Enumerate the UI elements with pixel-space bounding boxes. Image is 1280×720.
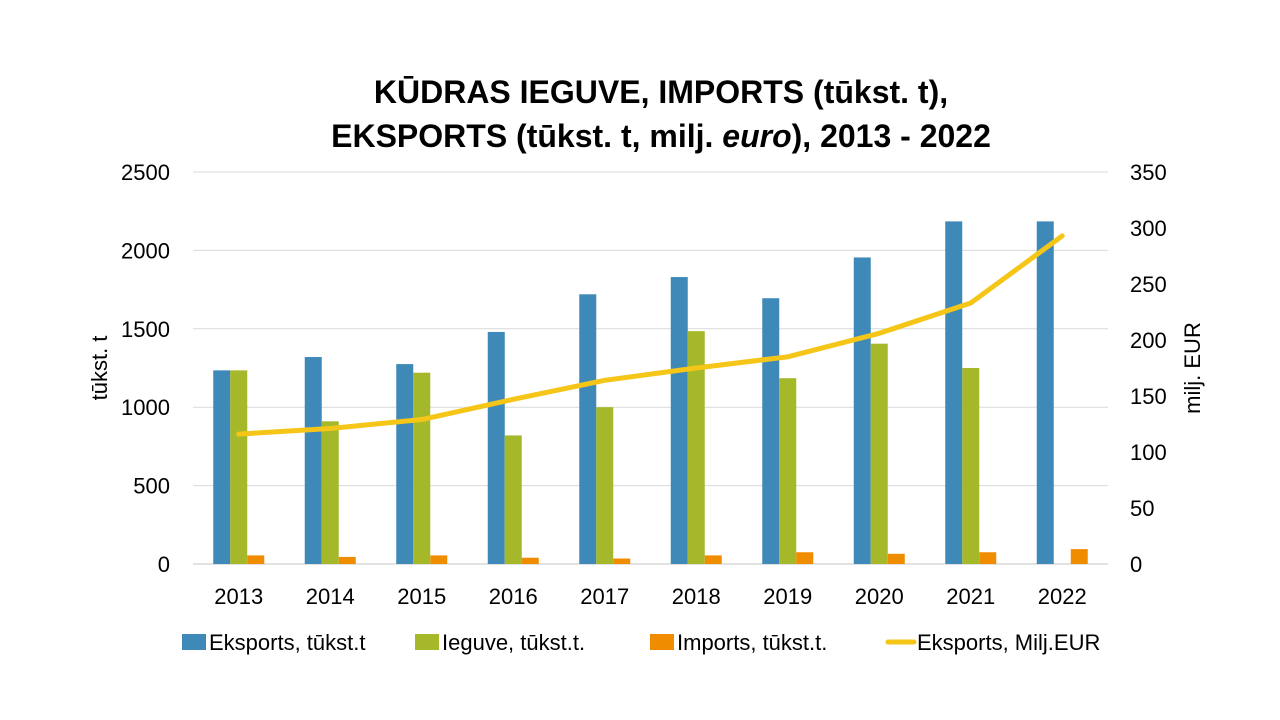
bar-imports xyxy=(430,555,448,564)
bar-ieguve xyxy=(413,372,431,564)
bar-ieguve xyxy=(962,368,980,564)
line-point xyxy=(695,367,697,369)
legend-label: Imports, tūkst.t. xyxy=(677,630,827,655)
bar-ieguve xyxy=(230,370,248,564)
x-tick-label: 2019 xyxy=(763,584,812,609)
y-axis-label-left: tūkst. t xyxy=(87,336,112,401)
bar-eksports-t xyxy=(853,257,871,564)
bar-eksports-t xyxy=(670,277,688,564)
x-tick-label: 2020 xyxy=(855,584,904,609)
bar-eksports-t xyxy=(213,370,231,564)
line-point xyxy=(604,379,606,381)
y-tick-label-left: 500 xyxy=(133,474,170,499)
line-point xyxy=(878,332,880,334)
legend-swatch xyxy=(415,634,439,650)
y-tick-label-right: 150 xyxy=(1130,384,1167,409)
left-axis-ticks: 0 500 1000 1500 2000 2500 xyxy=(121,160,170,577)
y-tick-label-right: 100 xyxy=(1130,440,1167,465)
line-point xyxy=(238,433,240,435)
y-tick-label-left: 2000 xyxy=(121,238,170,263)
y-axis-label-right: milj. EUR xyxy=(1180,322,1205,414)
y-tick-label-right: 350 xyxy=(1130,160,1167,185)
bar-ieguve xyxy=(596,407,614,564)
bar-imports xyxy=(1070,549,1088,564)
y-tick-label-right: 200 xyxy=(1130,328,1167,353)
bar-ieguve xyxy=(870,343,888,564)
x-tick-label: 2022 xyxy=(1038,584,1087,609)
y-tick-label-left: 1000 xyxy=(121,395,170,420)
y-tick-label-left: 1500 xyxy=(121,317,170,342)
chart-title-line-2-italic: euro xyxy=(722,118,791,154)
y-tick-label-right: 0 xyxy=(1130,552,1142,577)
line-point xyxy=(970,302,972,304)
bars xyxy=(213,221,1088,564)
bar-imports xyxy=(704,555,722,564)
x-tick-label: 2015 xyxy=(397,584,446,609)
chart-title-line-2-part-3: ), 2013 - 2022 xyxy=(792,118,991,154)
bar-imports xyxy=(613,558,631,564)
x-tick-label: 2016 xyxy=(489,584,538,609)
bar-eksports-t xyxy=(487,331,505,564)
bar-imports xyxy=(887,553,905,564)
x-tick-label: 2017 xyxy=(580,584,629,609)
line-eksports-eur xyxy=(236,233,1065,437)
bar-imports xyxy=(521,557,539,564)
y-tick-label-right: 250 xyxy=(1130,272,1167,297)
y-tick-label-right: 50 xyxy=(1130,496,1154,521)
bar-eksports-t xyxy=(1036,221,1054,564)
line-point xyxy=(787,356,789,358)
bar-ieguve xyxy=(321,421,339,564)
bar-eksports-t xyxy=(304,357,322,564)
bar-imports xyxy=(979,552,997,564)
legend-label: Eksports, tūkst.t xyxy=(209,630,366,655)
y-tick-label-right: 300 xyxy=(1130,216,1167,241)
chart-title-line-2-part-1: EKSPORTS (tūkst. t, milj. xyxy=(331,118,722,154)
chart-title-line-2: EKSPORTS (tūkst. t, milj. euro), 2013 - … xyxy=(331,118,991,154)
bar-imports xyxy=(796,552,814,564)
legend-label: Ieguve, tūkst.t. xyxy=(442,630,585,655)
line-point xyxy=(512,398,514,400)
x-tick-label: 2021 xyxy=(946,584,995,609)
x-tick-label: 2018 xyxy=(672,584,721,609)
line-point xyxy=(1061,235,1063,237)
right-axis-ticks: 0 50 100 150 200 250 300 350 xyxy=(1130,160,1167,577)
line-point xyxy=(329,427,331,429)
line-point xyxy=(421,419,423,421)
bar-eksports-t xyxy=(579,294,597,564)
export-eur-line xyxy=(236,233,1065,437)
legend-label: Eksports, Milj.EUR xyxy=(917,630,1100,655)
bar-imports xyxy=(338,556,356,564)
x-tick-label: 2014 xyxy=(306,584,355,609)
legend-swatch xyxy=(182,634,206,650)
x-tick-label: 2013 xyxy=(214,584,263,609)
chart-title: KŪDRAS IEGUVE, IMPORTS (tūkst. t), EKSPO… xyxy=(331,74,991,154)
bar-ieguve xyxy=(504,435,522,564)
bar-eksports-t xyxy=(945,221,963,564)
y-tick-label-left: 2500 xyxy=(121,160,170,185)
bar-eksports-t xyxy=(396,364,414,564)
bar-ieguve xyxy=(779,378,797,564)
chart-title-line-1: KŪDRAS IEGUVE, IMPORTS (tūkst. t), xyxy=(374,74,948,110)
x-axis-ticks: 2013 2014 2015 2016 2017 2018 2019 2020 2021 2022 xyxy=(214,584,1086,609)
bar-eksports-t xyxy=(762,298,780,564)
bar-ieguve xyxy=(687,331,705,564)
legend-swatch xyxy=(650,634,674,650)
y-tick-label-left: 0 xyxy=(158,552,170,577)
bar-imports xyxy=(247,555,265,564)
legend: Eksports, tūkst.t Ieguve, tūkst.t. Imports… xyxy=(182,630,1100,655)
